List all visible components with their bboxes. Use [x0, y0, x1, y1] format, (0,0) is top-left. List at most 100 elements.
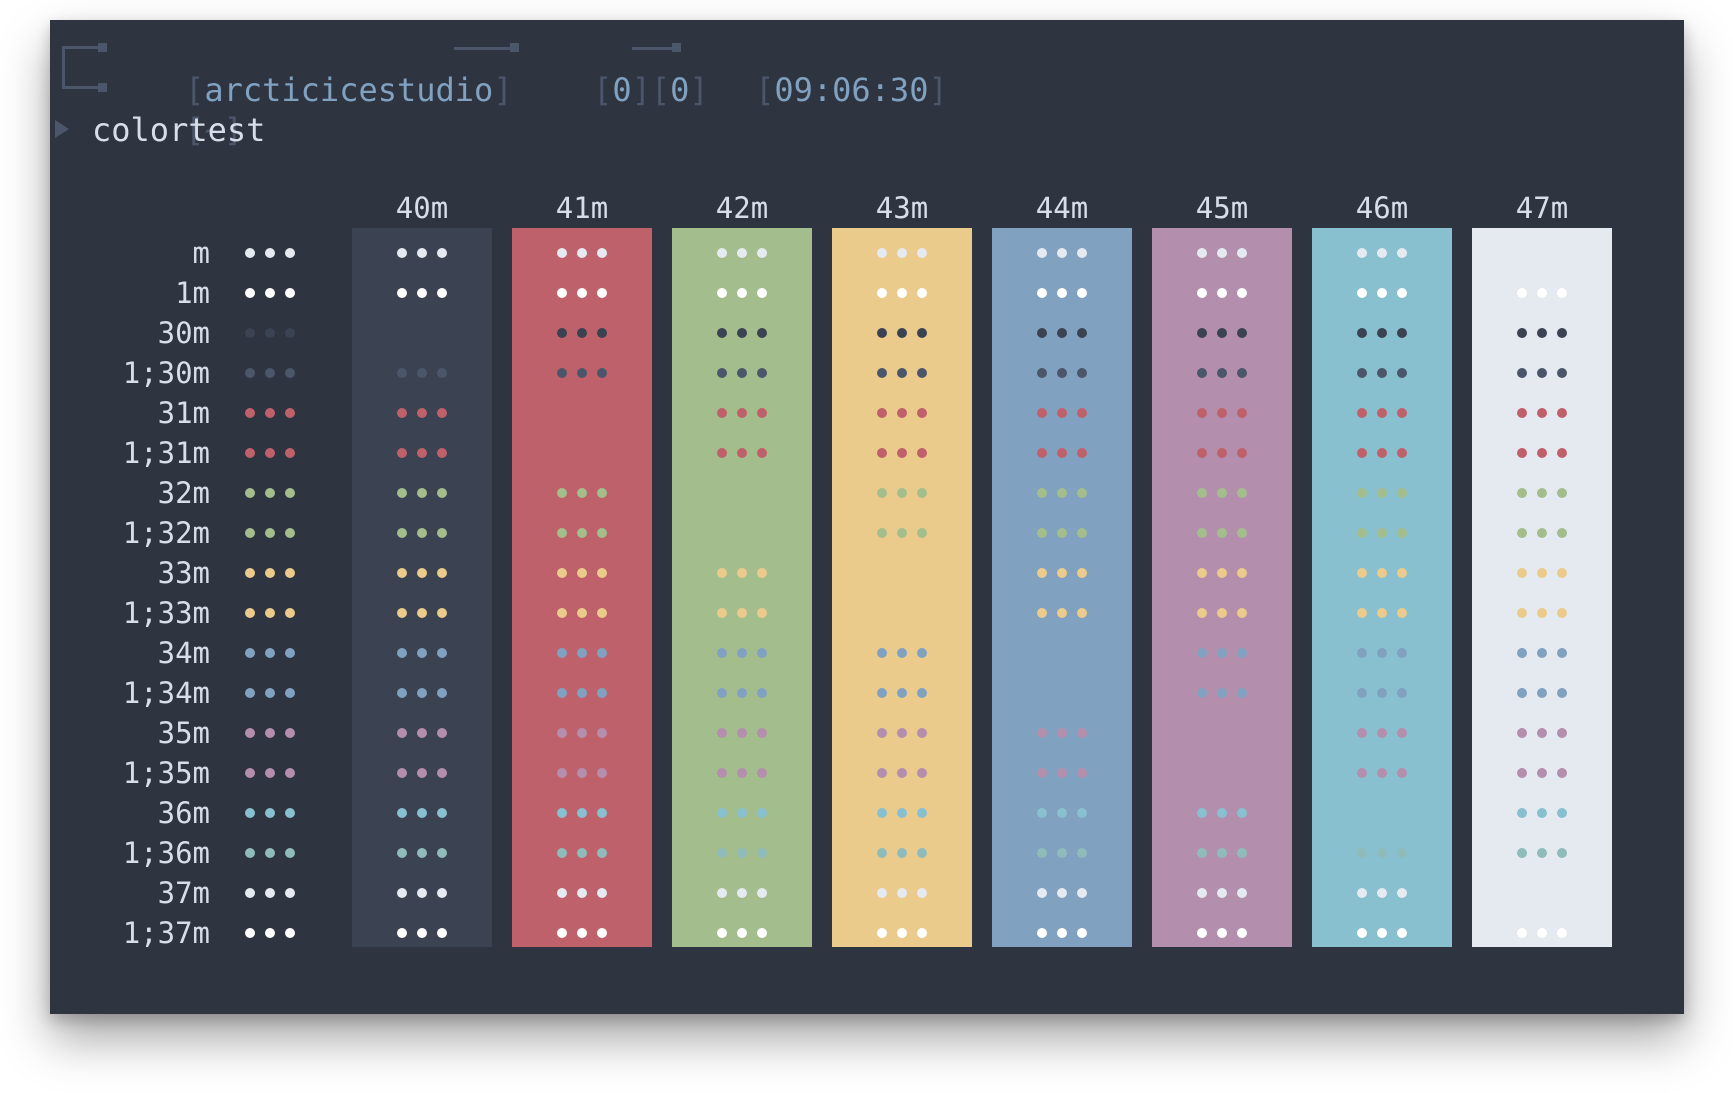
dots-41m [552, 886, 612, 900]
dots-42m [712, 486, 772, 500]
color-dot [437, 368, 447, 378]
color-dot [265, 408, 275, 418]
color-dot [897, 488, 907, 498]
color-dot [1357, 288, 1367, 298]
dots-45m [1192, 326, 1252, 340]
row-label-1-37m: 1;37m [122, 916, 210, 950]
color-dot [1197, 328, 1207, 338]
color-dot [417, 848, 427, 858]
dots-42m [712, 646, 772, 660]
color-dot [1357, 448, 1367, 458]
color-dot [1197, 248, 1207, 258]
color-dot [1357, 528, 1367, 538]
dots-44m [1032, 326, 1092, 340]
color-dot [265, 728, 275, 738]
column-header-47m: 47m [1515, 191, 1569, 225]
dots-45m [1192, 366, 1252, 380]
dots-44m [1032, 566, 1092, 580]
color-dot [437, 888, 447, 898]
dots-47m [1512, 526, 1572, 540]
dots-42m [712, 406, 772, 420]
color-dot [577, 328, 587, 338]
row-label-1-35m: 1;35m [122, 756, 210, 790]
prompt-node-icon [672, 43, 681, 52]
dots-41m [552, 446, 612, 460]
color-dot [1377, 808, 1387, 818]
color-dot [1217, 928, 1227, 938]
dots-46m [1352, 846, 1412, 860]
color-dot [417, 408, 427, 418]
color-dot [397, 888, 407, 898]
dots-46m [1352, 926, 1412, 940]
color-dot [1077, 248, 1087, 258]
color-dot [245, 768, 255, 778]
color-dot [877, 448, 887, 458]
color-dot [917, 448, 927, 458]
dots-47m [1512, 726, 1572, 740]
color-dot [1537, 648, 1547, 658]
color-dot [1037, 808, 1047, 818]
color-dot [417, 328, 427, 338]
color-dot [1197, 648, 1207, 658]
color-dot [877, 808, 887, 818]
color-dot [397, 808, 407, 818]
dots-42m [712, 326, 772, 340]
color-dot [557, 408, 567, 418]
color-dot [737, 248, 747, 258]
dots-40m [392, 326, 452, 340]
dots-46m [1352, 686, 1412, 700]
prompt-exit: 0 [670, 71, 690, 109]
color-dot [917, 648, 927, 658]
dots-44m [1032, 646, 1092, 660]
color-dot [1197, 528, 1207, 538]
color-dot [417, 608, 427, 618]
color-dot [1077, 768, 1087, 778]
color-dot [1537, 808, 1547, 818]
color-dot [877, 528, 887, 538]
color-dot [245, 448, 255, 458]
color-dot [1517, 328, 1527, 338]
color-dot [397, 448, 407, 458]
color-dot [757, 648, 767, 658]
color-dot [597, 408, 607, 418]
dots-40m [392, 886, 452, 900]
dots-47m [1512, 406, 1572, 420]
color-dot [737, 728, 747, 738]
color-dot [717, 768, 727, 778]
dots-default-bg [240, 846, 300, 860]
color-dot [397, 728, 407, 738]
color-dot [1237, 448, 1247, 458]
color-dot [597, 528, 607, 538]
background-column-41m [512, 228, 652, 947]
color-dot [1517, 608, 1527, 618]
color-dot [285, 648, 295, 658]
color-dot [437, 928, 447, 938]
color-dot [1357, 888, 1367, 898]
dots-45m [1192, 926, 1252, 940]
color-dot [437, 808, 447, 818]
color-dot [557, 568, 567, 578]
color-dot [1517, 368, 1527, 378]
color-dot [1057, 608, 1067, 618]
color-dot [417, 448, 427, 458]
color-dot [1517, 648, 1527, 658]
color-dot [1557, 248, 1567, 258]
prompt-node-icon [98, 43, 107, 52]
dots-43m [872, 606, 932, 620]
color-dot [1077, 328, 1087, 338]
color-dot [1037, 728, 1047, 738]
color-dot [877, 928, 887, 938]
color-dot [1377, 408, 1387, 418]
dots-43m [872, 286, 932, 300]
color-dot [437, 648, 447, 658]
color-dot [1517, 848, 1527, 858]
color-dot [437, 528, 447, 538]
row-label-37m: 37m [157, 876, 210, 910]
color-dot [417, 568, 427, 578]
terminal-window[interactable]: [arcticicestudio] [0][0] [09:06:30] [~] … [50, 20, 1684, 1014]
dots-45m [1192, 406, 1252, 420]
color-dot [1197, 288, 1207, 298]
dots-46m [1352, 566, 1412, 580]
color-dot [417, 488, 427, 498]
color-dot [245, 368, 255, 378]
